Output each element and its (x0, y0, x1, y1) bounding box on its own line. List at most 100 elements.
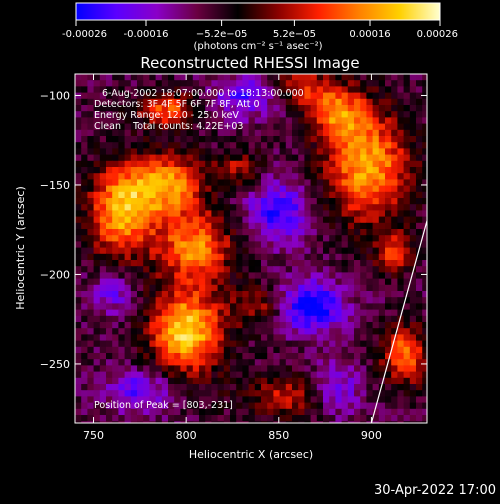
heatmap-pixel (199, 117, 206, 125)
heatmap-pixel (168, 229, 175, 236)
heatmap-pixel (279, 365, 287, 373)
heatmap-pixel (223, 142, 231, 149)
heatmap-pixel (230, 210, 237, 218)
heatmap-pixel (397, 74, 405, 81)
heatmap-pixel (422, 384, 427, 391)
heatmap-pixel (205, 160, 212, 168)
heatmap-pixel (199, 123, 206, 131)
heatmap-pixel (378, 359, 386, 366)
heatmap-pixel (155, 210, 163, 218)
heatmap-pixel (149, 266, 157, 273)
heatmap-pixel (217, 123, 225, 131)
heatmap-pixel (323, 272, 330, 280)
heatmap-pixel (354, 340, 361, 348)
heatmap-pixel (168, 123, 175, 131)
heatmap-pixel (211, 123, 219, 131)
heatmap-pixel (254, 198, 262, 205)
heatmap-pixel (341, 136, 349, 143)
heatmap-pixel (416, 154, 423, 162)
heatmap-pixel (161, 86, 169, 94)
heatmap-pixel (391, 371, 398, 379)
heatmap-pixel (180, 408, 188, 416)
heatmap-pixel (211, 260, 219, 267)
heatmap-pixel (304, 334, 312, 342)
heatmap-pixel (329, 402, 336, 410)
heatmap-pixel (118, 185, 126, 193)
heatmap-pixel (372, 142, 380, 149)
heatmap-pixel (341, 129, 349, 137)
heatmap-pixel (416, 142, 423, 149)
heatmap-pixel (81, 123, 88, 131)
heatmap-pixel (391, 92, 398, 100)
heatmap-pixel (217, 191, 225, 199)
heatmap-pixel (292, 210, 299, 218)
heatmap-pixel (130, 421, 138, 423)
heatmap-pixel (99, 117, 107, 125)
heatmap-pixel (354, 80, 361, 87)
heatmap-pixel (267, 253, 274, 261)
heatmap-pixel (174, 241, 181, 249)
heatmap-pixel (316, 185, 324, 193)
heatmap-pixel (354, 173, 361, 180)
heatmap-pixel (81, 402, 88, 410)
heatmap-pixel (75, 377, 82, 385)
heatmap-pixel (211, 396, 219, 404)
heatmap-pixel (323, 123, 330, 131)
heatmap-pixel (192, 185, 200, 193)
heatmap-pixel (285, 315, 293, 323)
heatmap-pixel (372, 179, 380, 187)
heatmap-pixel (298, 111, 305, 118)
heatmap-pixel (106, 396, 113, 404)
heatmap-pixel (99, 148, 107, 156)
heatmap-pixel (347, 167, 355, 174)
heatmap-pixel (223, 284, 231, 292)
heatmap-pixel (279, 191, 287, 199)
heatmap-pixel (223, 167, 231, 174)
heatmap-pixel (298, 92, 305, 100)
heatmap-pixel (422, 346, 427, 354)
heatmap-pixel (143, 74, 150, 81)
heatmap-pixel (149, 222, 157, 230)
heatmap-pixel (236, 74, 243, 81)
heatmap-pixel (248, 315, 256, 323)
heatmap-pixel (155, 371, 163, 379)
heatmap-pixel (106, 303, 113, 311)
heatmap-pixel (168, 210, 175, 218)
heatmap-pixel (267, 291, 274, 298)
heatmap-pixel (75, 111, 82, 118)
heatmap-pixel (273, 322, 281, 329)
heatmap-pixel (205, 390, 212, 397)
heatmap-pixel (130, 322, 138, 329)
heatmap-pixel (354, 123, 361, 131)
heatmap-pixel (310, 334, 318, 342)
heatmap-pixel (335, 98, 343, 106)
heatmap-pixel (118, 346, 126, 354)
heatmap-pixel (236, 328, 243, 335)
heatmap-pixel (87, 247, 95, 255)
heatmap-pixel (137, 371, 144, 379)
heatmap-pixel (155, 185, 163, 193)
heatmap-pixel (409, 86, 417, 94)
heatmap-pixel (130, 371, 138, 379)
heatmap-pixel (416, 266, 423, 273)
heatmap-pixel (261, 210, 268, 218)
heatmap-pixel (192, 204, 200, 211)
heatmap-pixel (137, 260, 144, 267)
heatmap-pixel (137, 396, 144, 404)
heatmap-pixel (366, 309, 374, 317)
heatmap-pixel (403, 408, 411, 416)
heatmap-pixel (335, 148, 343, 156)
heatmap-pixel (261, 111, 268, 118)
heatmap-pixel (124, 105, 132, 112)
heatmap-pixel (87, 408, 95, 416)
heatmap-pixel (155, 359, 163, 366)
heatmap-pixel (143, 322, 150, 329)
heatmap-pixel (285, 309, 293, 317)
heatmap-pixel (304, 111, 312, 118)
heatmap-pixel (335, 365, 343, 373)
heatmap-pixel (118, 229, 126, 236)
heatmap-pixel (323, 303, 330, 311)
heatmap-pixel (366, 92, 374, 100)
heatmap-pixel (397, 291, 405, 298)
heatmap-pixel (416, 198, 423, 205)
